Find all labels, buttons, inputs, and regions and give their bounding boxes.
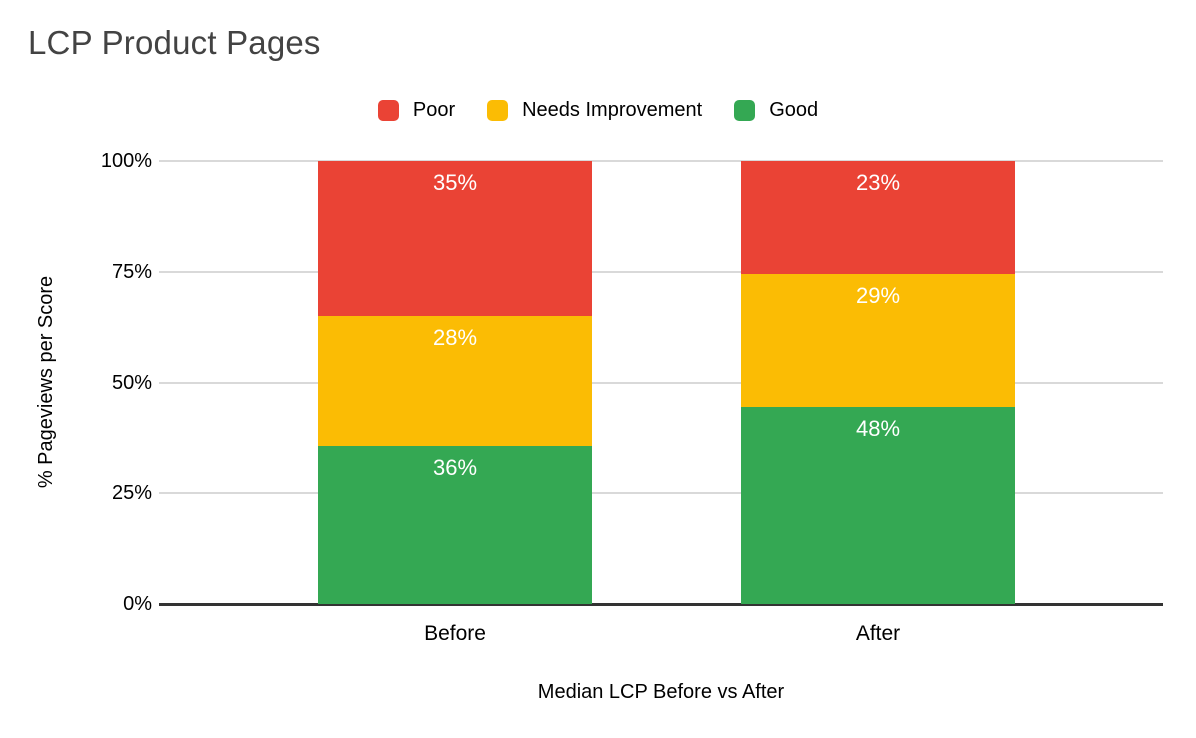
gridline-75 — [159, 270, 1163, 273]
legend-item-needs-improvement: Needs Improvement — [487, 99, 702, 122]
chart-title: LCP Product Pages — [28, 24, 321, 61]
y-tick-label-0: 0% — [123, 593, 152, 615]
gridline-50 — [159, 381, 1163, 384]
stacked-bar-before: 35% 28% 36% — [318, 161, 592, 604]
segment-after-poor: 23% — [741, 161, 1015, 274]
data-label: 35% — [432, 170, 478, 195]
segment-before-poor: 35% — [318, 161, 592, 316]
y-tick-label-50: 50% — [111, 371, 152, 394]
legend-item-good: Good — [734, 99, 818, 122]
legend-item-poor: Poor — [377, 99, 456, 122]
segment-before-good: 36% — [318, 446, 592, 604]
x-category-label-after: After — [855, 622, 901, 645]
legend-label: Needs Improvement — [522, 99, 703, 121]
data-label: 36% — [432, 455, 478, 481]
segment-before-needs-improvement: 28% — [318, 315, 592, 447]
x-axis-title: Median LCP Before vs After — [537, 681, 785, 703]
data-label: 48% — [855, 415, 901, 441]
segment-after-good: 48% — [741, 406, 1015, 604]
legend: Poor Needs Improvement Good — [0, 99, 1196, 122]
segment-after-needs-improvement: 29% — [741, 273, 1015, 407]
legend-swatch-icon — [734, 100, 756, 121]
y-tick-label-100: 100% — [100, 150, 152, 172]
data-label: 23% — [855, 170, 901, 195]
legend-swatch-icon — [487, 100, 509, 121]
legend-swatch-icon — [377, 100, 399, 121]
legend-label: Good — [769, 99, 819, 121]
x-category-label-before: Before — [424, 622, 486, 645]
y-tick-label-75: 75% — [111, 260, 152, 283]
data-label: 29% — [855, 282, 901, 308]
data-label: 28% — [432, 324, 478, 350]
gridline-25 — [159, 492, 1163, 495]
y-axis-title: % Pageviews per Score — [35, 275, 57, 489]
x-axis-line — [159, 603, 1163, 606]
legend-label: Poor — [412, 99, 456, 121]
stacked-bar-after: 23% 29% 48% — [741, 161, 1015, 604]
gridline-100 — [159, 160, 1163, 162]
y-tick-label-25: 25% — [111, 482, 152, 505]
